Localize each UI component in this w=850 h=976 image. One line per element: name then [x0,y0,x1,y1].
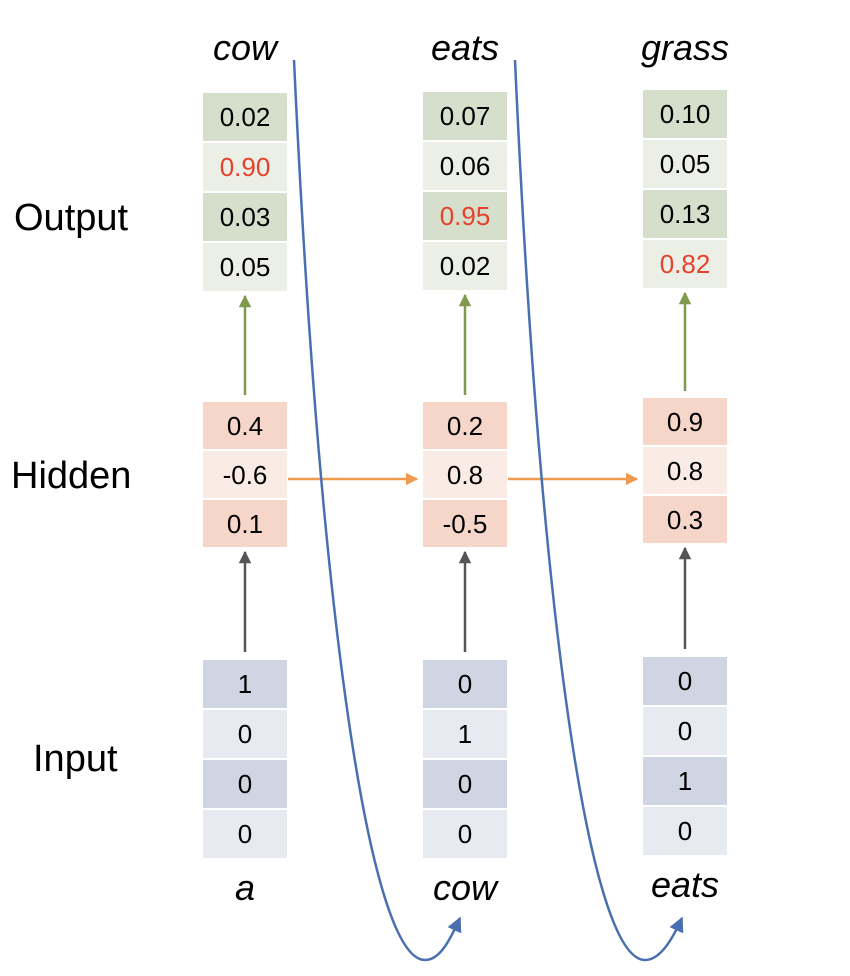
output-word-1: cow [212,27,278,68]
input-cell: 0 [422,809,508,859]
output-word-2: eats [430,27,500,68]
row-label-hidden: Hidden [11,455,132,497]
output-cell: 0.02 [422,241,508,291]
hidden-cell: 0.1 [202,499,288,548]
hidden-cell: -0.6 [202,450,288,499]
hidden-cell: 0.8 [422,450,508,499]
output-cell: 0.95 [422,191,508,241]
input-cell: 0 [642,806,728,856]
hidden-cell: 0.8 [642,446,728,495]
input-cell: 1 [642,756,728,806]
output-cell: 0.90 [202,142,288,192]
hidden-cell: 0.9 [642,397,728,446]
output-cell: 0.03 [202,192,288,242]
input-word-2: cow [432,867,498,908]
output-cell: 0.82 [642,239,728,289]
input-cell: 0 [642,656,728,706]
row-label-output: Output [14,197,129,239]
input-cell: 0 [202,759,288,809]
output-cell: 0.07 [422,91,508,141]
input-cell: 1 [422,709,508,759]
output-cell: 0.06 [422,141,508,191]
input-cell: 0 [202,709,288,759]
output-cell: 0.10 [642,89,728,139]
hidden-cell: -0.5 [422,499,508,548]
input-cell: 0 [422,759,508,809]
input-cell: 0 [422,659,508,709]
input-cell: 0 [202,809,288,859]
output-cell: 0.13 [642,189,728,239]
output-cell: 0.05 [202,242,288,292]
row-label-input: Input [33,738,118,780]
hidden-cell: 0.4 [202,401,288,450]
output-cell: 0.02 [202,92,288,142]
hidden-cell: 0.3 [642,495,728,544]
hidden-cell: 0.2 [422,401,508,450]
input-cell: 1 [202,659,288,709]
input-cell: 0 [642,706,728,756]
output-cell: 0.05 [642,139,728,189]
input-word-1: a [234,867,256,908]
input-word-3: eats [650,864,720,905]
output-word-3: grass [640,27,730,68]
